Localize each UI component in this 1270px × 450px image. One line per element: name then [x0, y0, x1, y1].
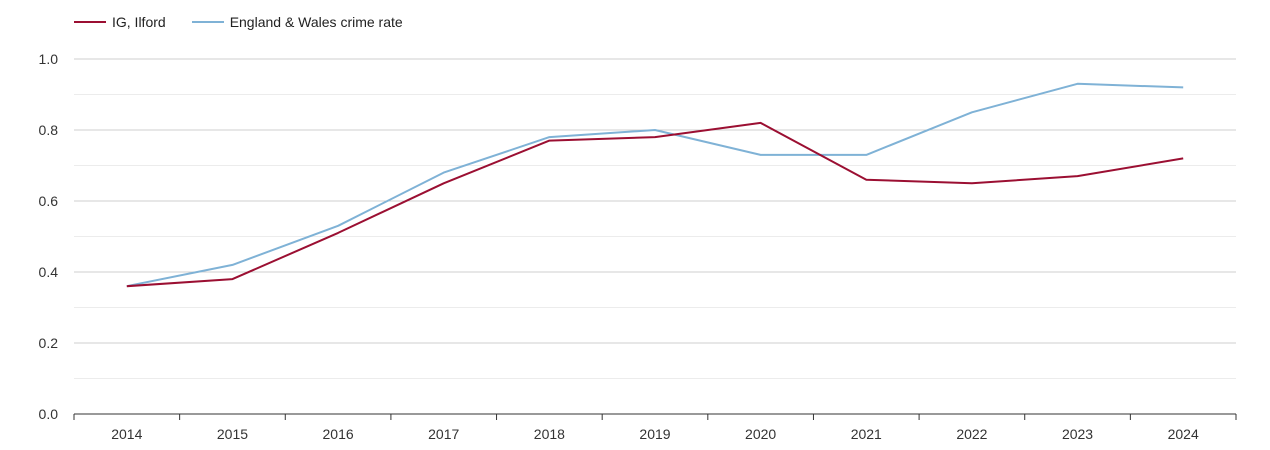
- gridlines: [74, 58, 1236, 379]
- legend-swatch-england-wales: [191, 21, 224, 23]
- legend-item-ilford[interactable]: IG, Ilford: [74, 14, 166, 30]
- chart-legend: IG, Ilford England & Wales crime rate: [74, 14, 429, 30]
- x-tick-label: 2018: [534, 426, 565, 442]
- x-tick-label: 2014: [111, 426, 142, 442]
- series-lines: [126, 82, 1184, 288]
- series-line-ig-ilford: [126, 121, 1184, 288]
- x-tick-label: 2022: [956, 426, 987, 442]
- x-tick-label: 2021: [851, 426, 882, 442]
- legend-item-england-wales[interactable]: England & Wales crime rate: [191, 14, 403, 30]
- x-tick-label: 2017: [428, 426, 459, 442]
- series-line-england-wales-crime-rate: [126, 82, 1184, 288]
- y-tick-label: 0.2: [39, 335, 59, 351]
- x-tick-label: 2019: [639, 426, 670, 442]
- y-tick-label: 0.4: [39, 264, 59, 280]
- y-tick-label: 1.0: [39, 51, 59, 67]
- y-axis: 0.0 0.2 0.4 0.6 0.8 1.0: [39, 51, 59, 422]
- x-axis: 2014 2015 2016 2017 2018 2019 2020 2021 2022 2023…: [73, 413, 1237, 442]
- x-tick-label: 2015: [217, 426, 248, 442]
- y-tick-label: 0.6: [39, 193, 59, 209]
- x-tick-label: 2023: [1062, 426, 1093, 442]
- legend-swatch-ilford: [74, 21, 106, 23]
- x-tick-label: 2020: [745, 426, 776, 442]
- legend-label-ilford: IG, Ilford: [112, 14, 166, 30]
- legend-label-england-wales: England & Wales crime rate: [229, 14, 403, 30]
- y-tick-label: 0.8: [39, 122, 59, 138]
- x-tick-label: 2024: [1168, 426, 1199, 442]
- y-tick-label: 0.0: [39, 406, 59, 422]
- x-tick-label: 2016: [323, 426, 354, 442]
